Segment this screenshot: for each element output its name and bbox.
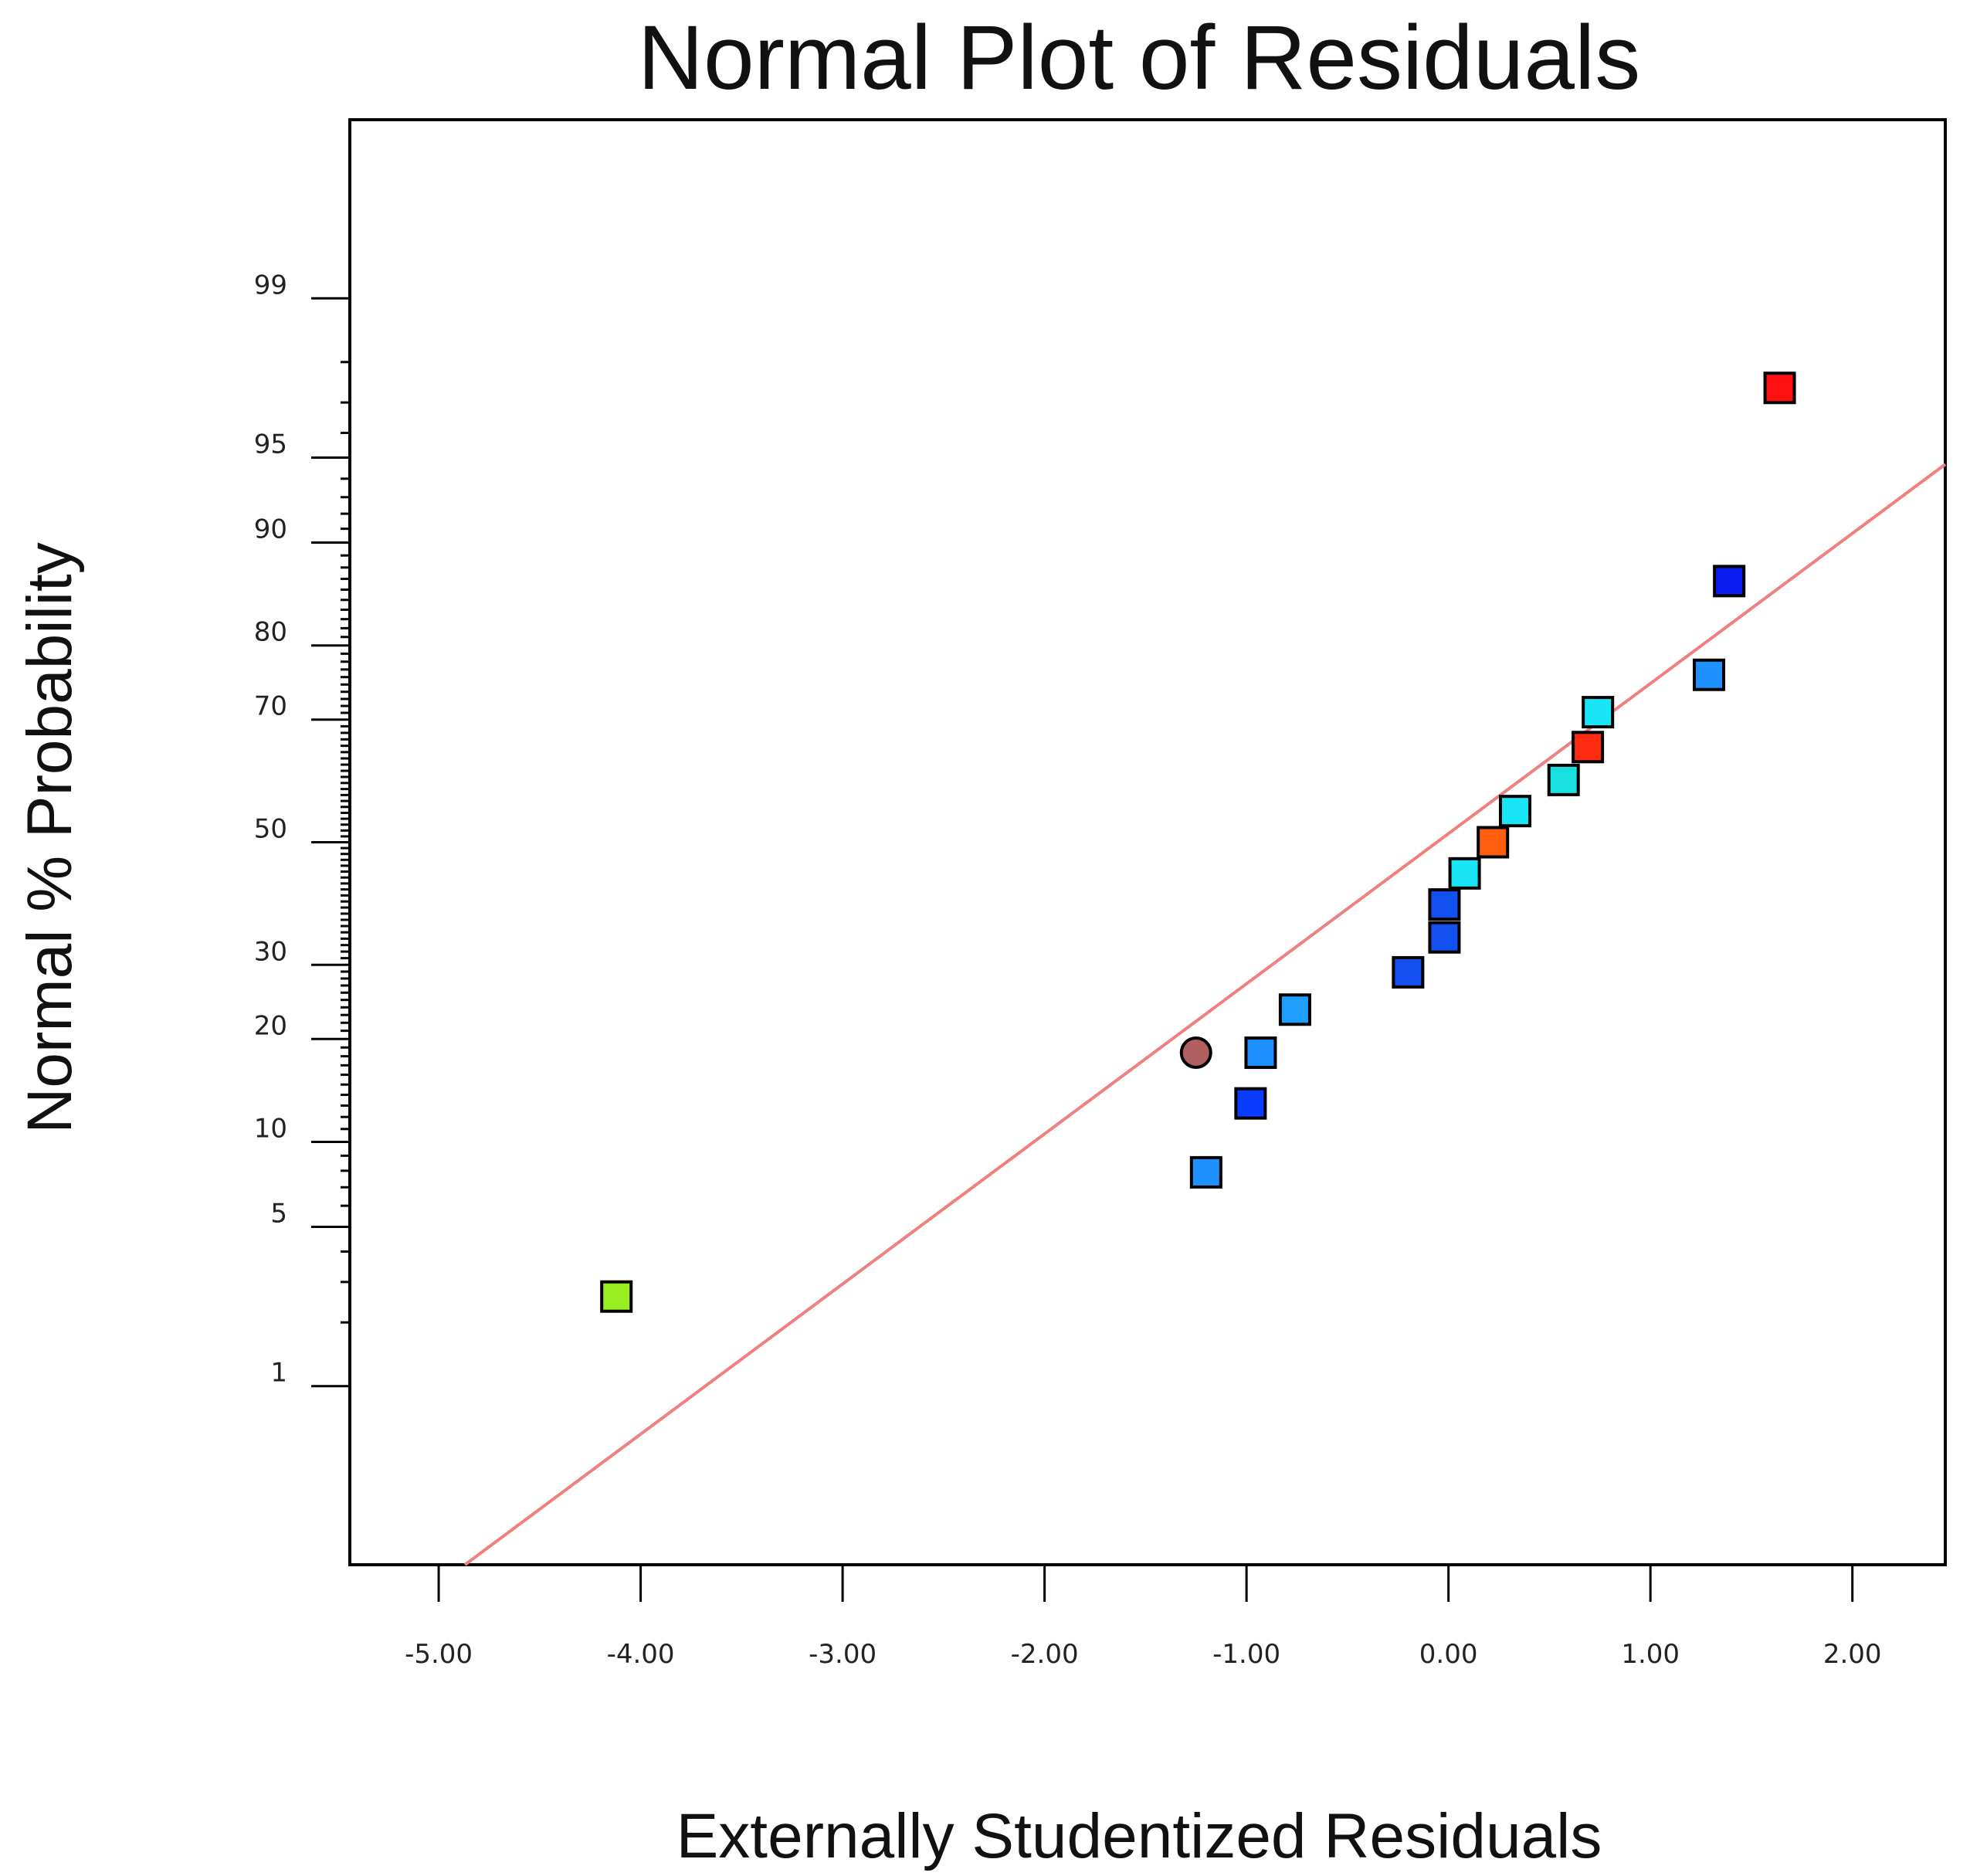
residual-points — [600, 371, 1796, 1313]
y-tick-label: 80 — [254, 617, 287, 648]
x-tick-label: -2.00 — [1011, 1639, 1079, 1670]
residual-point — [1763, 371, 1796, 405]
residual-point — [1582, 696, 1615, 729]
residual-point — [1428, 921, 1461, 954]
y-tick-label: 70 — [254, 691, 287, 722]
residual-point — [1392, 955, 1425, 989]
plot-area-frame — [348, 118, 1947, 1566]
y-axis-label: Normal % Probability — [15, 542, 85, 1134]
x-tick-label: 2.00 — [1823, 1639, 1882, 1670]
residual-point — [1498, 795, 1531, 828]
residual-point — [1572, 731, 1605, 764]
x-tick-label: -3.00 — [809, 1639, 876, 1670]
residual-point — [1428, 888, 1461, 921]
x-axis-label: Externally Studentized Residuals — [676, 1801, 1602, 1871]
x-tick-label: -1.00 — [1212, 1639, 1280, 1670]
y-tick-label: 30 — [254, 936, 287, 967]
y-tick-label: 50 — [254, 814, 287, 845]
y-axis-ticks: 1 5 10 20 30 50 70 80 90 95 99 — [254, 270, 350, 1389]
residual-point — [1189, 1155, 1222, 1189]
x-tick-label: -5.00 — [405, 1639, 473, 1670]
y-tick-label: 20 — [254, 1010, 287, 1041]
x-tick-label: 0.00 — [1419, 1639, 1478, 1670]
y-tick-label: 10 — [254, 1113, 287, 1144]
residual-point — [1713, 565, 1746, 598]
y-tick-label: 90 — [254, 514, 287, 545]
residual-point — [1244, 1036, 1277, 1070]
chart-title: Normal Plot of Residuals — [638, 7, 1641, 109]
x-axis-ticks: -5.00 -4.00 -3.00 -2.00 -1.00 0.00 1.00 2.00 — [405, 1565, 1882, 1670]
normal-fit-line — [463, 463, 1947, 1566]
y-tick-label: 95 — [254, 429, 287, 460]
y-tick-label: 99 — [254, 270, 287, 300]
residual-point — [600, 1280, 633, 1313]
residual-point — [1448, 857, 1481, 890]
x-tick-label: 1.00 — [1621, 1639, 1680, 1670]
residual-point — [1234, 1087, 1267, 1120]
y-tick-label: 5 — [270, 1198, 287, 1229]
residual-point — [1693, 658, 1726, 691]
residual-point — [1547, 763, 1580, 796]
y-tick-label: 1 — [270, 1358, 287, 1389]
residual-point — [1278, 993, 1311, 1026]
y-minor-ticks — [341, 361, 350, 1324]
x-tick-label: -4.00 — [607, 1639, 675, 1670]
residual-point — [1477, 826, 1510, 859]
residual-point-circle — [1179, 1036, 1212, 1070]
